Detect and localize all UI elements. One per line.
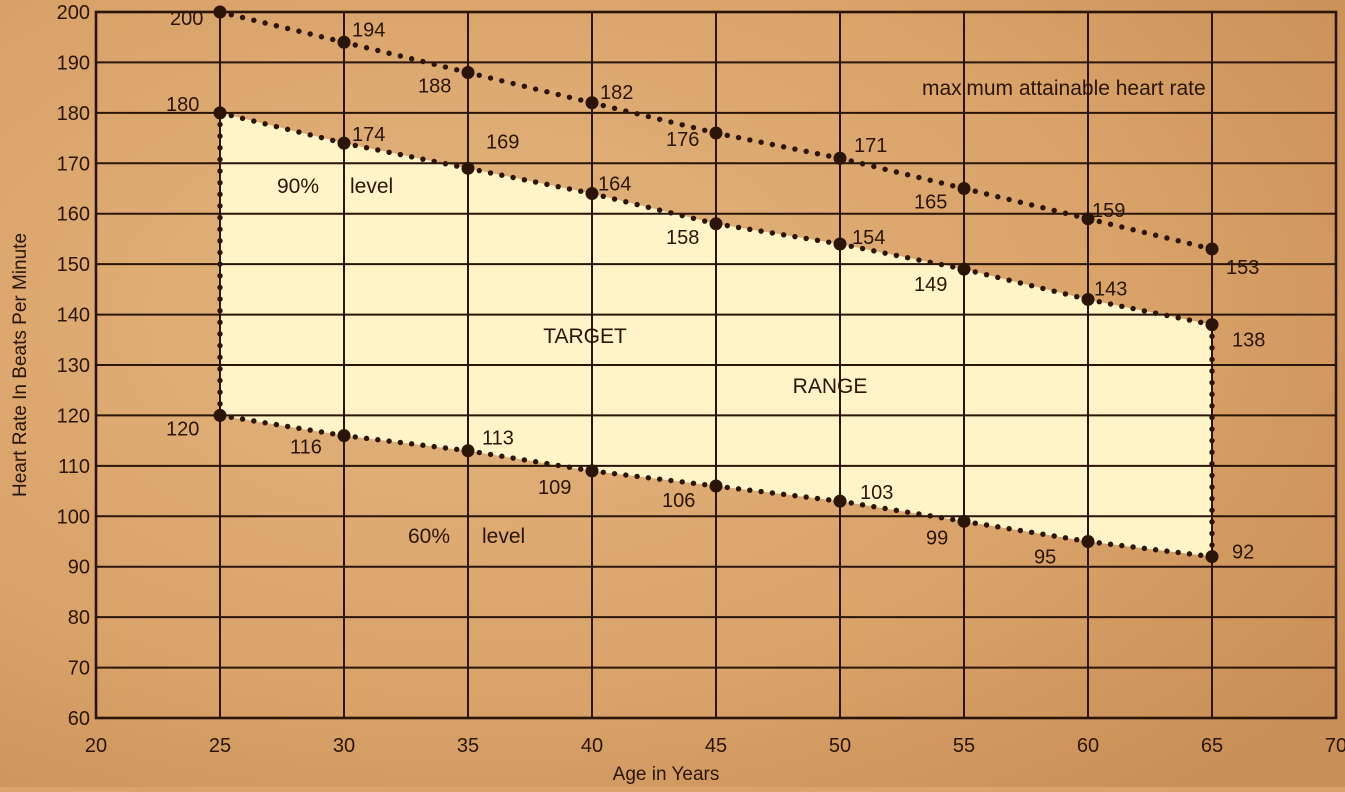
x-tick-label: 70 — [1325, 735, 1345, 757]
x-tick-label: 55 — [953, 735, 975, 757]
max-point — [461, 66, 475, 80]
ninety-point — [461, 161, 475, 175]
ninety-level-label: level — [350, 175, 393, 198]
sixty-point — [1081, 535, 1095, 548]
sixty-percent-label: 60% — [408, 525, 450, 548]
range-label: RANGE — [793, 375, 868, 398]
sixty-point — [213, 408, 227, 422]
sixty-data-label: 109 — [538, 477, 571, 499]
ninety-point — [337, 136, 351, 150]
y-tick-label: 150 — [57, 254, 90, 276]
sixty-data-label: 106 — [662, 490, 695, 512]
y-axis-title: Heart Rate In Beats Per Minute — [10, 233, 31, 497]
max-point — [957, 182, 971, 195]
y-tick-label: 200 — [57, 2, 90, 24]
y-tick-label: 60 — [68, 708, 90, 730]
ninety-data-label: 143 — [1094, 278, 1127, 300]
max-data-label: 165 — [914, 192, 947, 214]
sixty-data-label: 99 — [926, 527, 948, 549]
y-tick-label: 180 — [57, 103, 90, 125]
sixty-point — [337, 429, 351, 443]
plot-frame — [94, 10, 1338, 720]
x-tick-label: 25 — [209, 735, 231, 757]
sixty-point — [833, 494, 847, 508]
y-tick-label: 190 — [57, 52, 90, 74]
sixty-point — [461, 444, 475, 458]
ninety-data-label: 154 — [852, 227, 885, 249]
x-tick-label: 65 — [1201, 735, 1223, 757]
max-point — [213, 5, 227, 19]
x-tick-label: 50 — [829, 735, 851, 757]
y-tick-label: 130 — [57, 355, 90, 377]
y-tick-label: 100 — [57, 506, 90, 528]
x-tick-label: 45 — [705, 735, 727, 757]
sixty-point — [709, 479, 723, 493]
max-data-label: 182 — [600, 82, 633, 104]
max-point — [709, 126, 723, 140]
max-point — [833, 151, 847, 165]
x-tick-label: 20 — [85, 735, 107, 757]
ninety-point — [1081, 292, 1095, 306]
ninety-point — [957, 262, 971, 276]
sixty-level-label: level — [482, 525, 525, 548]
y-tick-label: 90 — [68, 557, 90, 579]
ninety-percent-label: 90% — [277, 175, 319, 198]
x-tick-label: 30 — [333, 735, 355, 757]
ninety-percent-line — [217, 110, 1204, 326]
x-tick-label: 35 — [457, 735, 479, 757]
max-point — [585, 96, 599, 110]
ninety-point — [213, 106, 227, 120]
y-tick-label: 170 — [57, 153, 90, 175]
max-data-label: 153 — [1226, 257, 1259, 279]
ninety-data-label: 149 — [914, 274, 947, 296]
target-label: TARGET — [543, 325, 627, 348]
ninety-data-label: 158 — [666, 227, 699, 249]
sixty-data-label: 113 — [482, 428, 514, 450]
max-data-label: 176 — [666, 129, 699, 151]
ninety-point — [833, 237, 847, 251]
ninety-data-label: 169 — [486, 131, 519, 153]
ninety-point — [1205, 318, 1219, 332]
sixty-data-label: 103 — [860, 482, 893, 504]
x-axis-title: Age in Years — [613, 764, 720, 785]
sixty-data-label: 116 — [290, 437, 322, 459]
y-tick-label: 110 — [58, 456, 90, 478]
ninety-point — [585, 187, 599, 201]
max-point — [1081, 212, 1095, 226]
ninety-data-label: 164 — [598, 174, 631, 196]
max-data-label: 200 — [170, 8, 203, 30]
max-data-label: 194 — [352, 19, 385, 41]
ninety-data-label: 174 — [352, 124, 385, 146]
max-point — [337, 35, 351, 49]
sixty-point — [585, 464, 599, 478]
max-data-label: 171 — [854, 135, 887, 157]
x-tick-label: 40 — [581, 735, 603, 757]
y-tick-label: 140 — [57, 305, 90, 327]
y-tick-label: 70 — [68, 658, 90, 680]
max-data-label: 188 — [418, 76, 451, 98]
max-line-label: maximum attainable heart rate — [922, 77, 1206, 100]
target-left-boundary — [217, 110, 223, 407]
y-tick-label: 80 — [68, 607, 90, 629]
ninety-data-label: 180 — [166, 94, 199, 116]
max-data-label: 159 — [1092, 200, 1125, 222]
sixty-point — [1205, 550, 1219, 564]
y-tick-label: 120 — [57, 405, 90, 427]
ninety-point — [709, 217, 723, 231]
x-tick-label: 60 — [1077, 735, 1099, 757]
ninety-data-label: 138 — [1232, 330, 1265, 352]
sixty-data-label: 120 — [166, 418, 199, 440]
sixty-point — [957, 514, 971, 528]
sixty-data-label: 95 — [1034, 547, 1056, 569]
y-tick-label: 160 — [57, 204, 90, 226]
sixty-data-label: 92 — [1232, 542, 1254, 564]
max-point — [1205, 242, 1219, 256]
